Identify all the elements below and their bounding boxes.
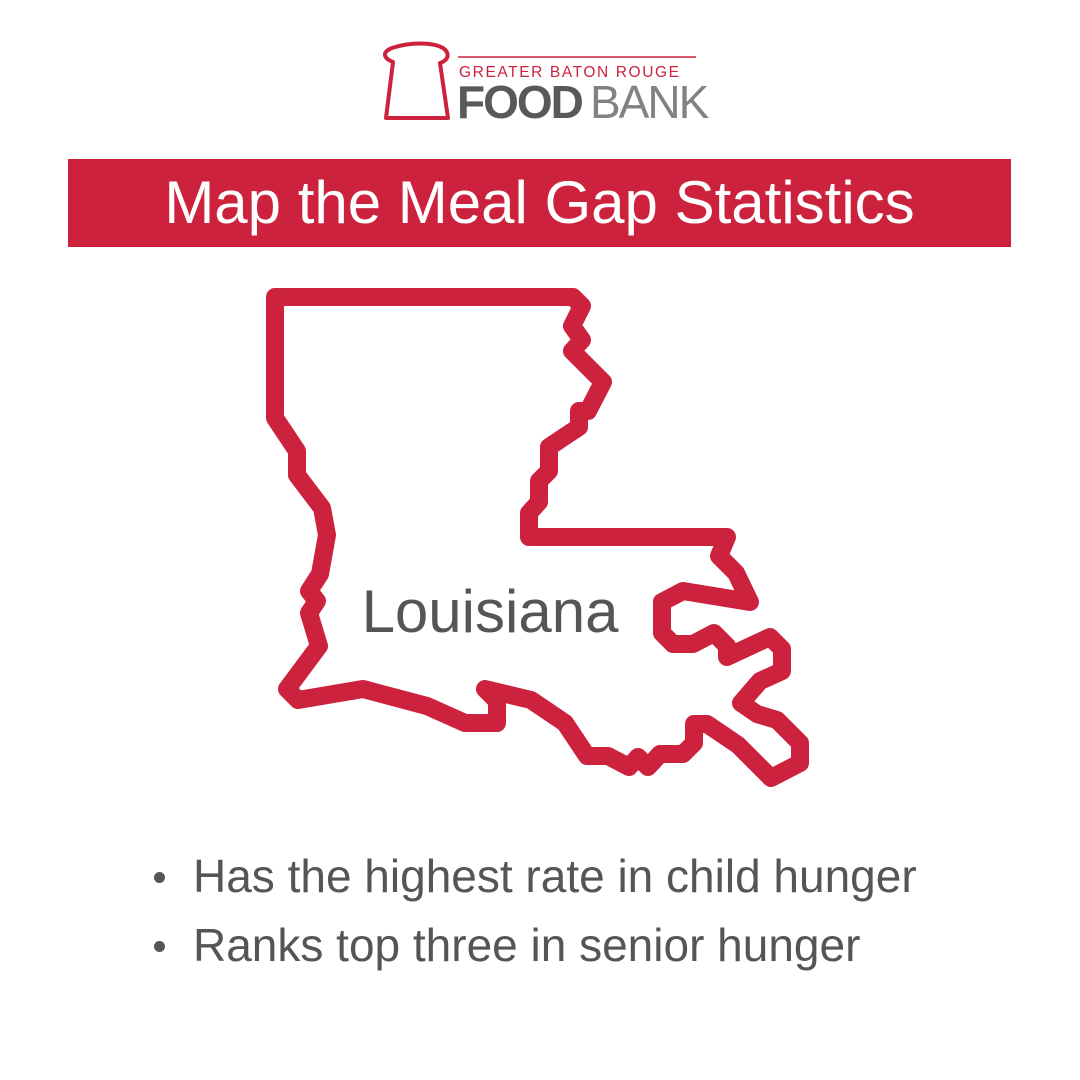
title-banner: Map the Meal Gap Statistics: [68, 159, 1011, 247]
logo-icon: [383, 41, 450, 120]
map-label: Louisiana: [362, 578, 620, 645]
logo: GREATER BATON ROUGE FOOD BANK: [383, 41, 712, 128]
bullet-list: Has the highest rate in child hunger Ran…: [152, 842, 917, 980]
state-outline: [266, 288, 809, 787]
logo-name-light: BANK: [590, 76, 710, 128]
logo-name-bold: FOOD: [457, 76, 583, 128]
logo-tagline: GREATER BATON ROUGE: [459, 64, 681, 81]
bullet: Has the highest rate in child hunger: [152, 842, 917, 911]
bullet: Ranks top three in senior hunger: [152, 911, 917, 980]
